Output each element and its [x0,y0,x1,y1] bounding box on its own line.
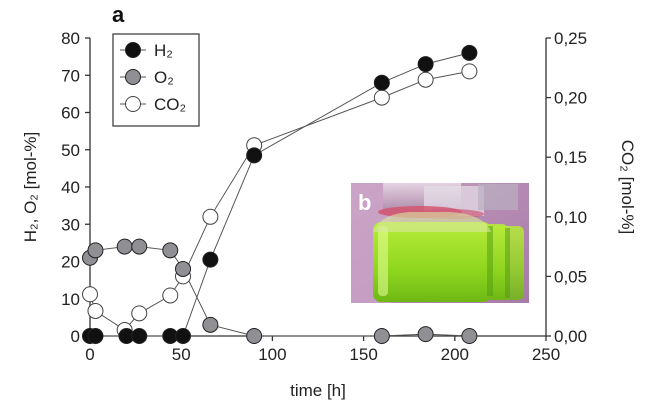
data-point-H₂ [202,251,219,268]
data-point-CO₂ [461,63,478,80]
data-point-O₂ [202,316,219,333]
data-point-CO₂ [202,208,219,225]
left-y-tick-label: 20 [61,253,80,272]
legend-label: O₂ [154,68,174,87]
data-point-CO₂ [131,305,148,322]
data-point-CO₂ [87,302,104,319]
data-point-CO₂ [417,71,434,88]
legend-marker [125,69,141,85]
x-tick-label: 200 [441,345,469,364]
left-y-tick-label: 80 [61,29,80,48]
right-y-axis-label: CO₂ [mol-%] [618,140,637,234]
data-point-CO₂ [373,89,390,106]
right-y-tick-label: 0,10 [554,208,587,227]
data-point-H₂ [175,328,192,344]
left-y-tick-label: 0 [71,327,80,346]
data-point-O₂ [417,326,434,343]
data-point-O₂ [246,328,263,344]
legend: H₂ O₂ CO₂ [112,33,200,127]
data-point-O₂ [373,328,390,344]
data-point-H₂ [417,56,434,73]
data-point-H₂ [373,74,390,91]
data-point-H₂ [461,44,478,61]
data-point-O₂ [162,242,179,259]
markers-layer [82,44,478,344]
left-y-tick-label: 60 [61,104,80,123]
ticks-layer: 0 50 100 150 200 250 0 10 20 30 40 50 60 70 80 0,00 0,05… [61,29,587,364]
right-y-tick-label: 0,00 [554,327,587,346]
x-tick-label: 100 [258,345,286,364]
left-y-tick-label: 50 [61,141,80,160]
left-y-tick-label: 40 [61,178,80,197]
right-y-tick-label: 0,25 [554,29,587,48]
data-point-O₂ [461,328,478,344]
x-tick-label: 150 [349,345,377,364]
data-point-O₂ [131,238,148,255]
left-y-tick-label: 70 [61,66,80,85]
data-point-CO₂ [162,287,179,304]
inset-label-b: b [358,190,371,215]
legend-label: H₂ [154,41,173,60]
data-point-O₂ [175,260,192,277]
left-y-tick-label: 30 [61,215,80,234]
x-axis-label: time [h] [290,381,346,400]
left-y-tick-label: 10 [61,290,80,309]
legend-label: CO₂ [154,95,186,114]
right-y-tick-label: 0,05 [554,267,587,286]
data-point-CO₂ [82,286,98,303]
data-point-H₂ [87,328,104,344]
panel-label-a: a [112,2,125,27]
right-y-tick-label: 0,15 [554,148,587,167]
left-y-axis-label: H₂, O₂ [mol-%] [21,132,40,242]
right-y-tick-label: 0,20 [554,89,587,108]
data-point-H₂ [246,147,263,164]
x-tick-label: 250 [532,345,560,364]
x-tick-label: 50 [172,345,191,364]
legend-marker [125,42,141,58]
inset-photo [351,183,529,303]
x-tick-label: 0 [85,345,94,364]
data-point-O₂ [87,242,104,259]
data-point-H₂ [131,328,148,344]
legend-marker [125,96,141,112]
data-point-O₂ [116,238,133,255]
